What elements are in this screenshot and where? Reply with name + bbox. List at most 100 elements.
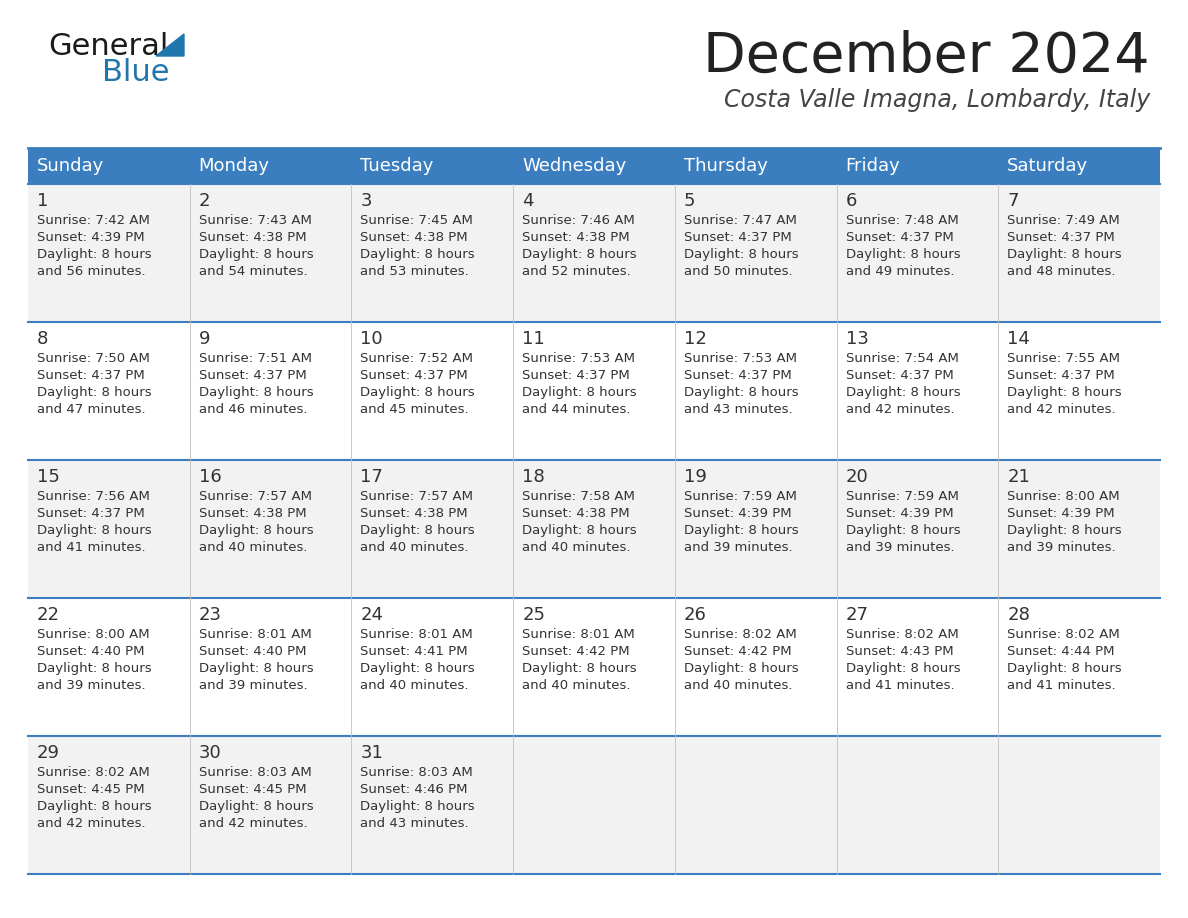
Text: Sunrise: 7:59 AM: Sunrise: 7:59 AM (684, 490, 797, 503)
Text: Sunrise: 8:02 AM: Sunrise: 8:02 AM (846, 628, 959, 641)
Text: 21: 21 (1007, 468, 1030, 486)
Text: 17: 17 (360, 468, 384, 486)
Text: Sunset: 4:38 PM: Sunset: 4:38 PM (523, 507, 630, 520)
Text: Sunrise: 8:01 AM: Sunrise: 8:01 AM (198, 628, 311, 641)
Text: Daylight: 8 hours: Daylight: 8 hours (360, 524, 475, 537)
Text: Sunset: 4:42 PM: Sunset: 4:42 PM (684, 645, 791, 658)
Text: Sunrise: 7:59 AM: Sunrise: 7:59 AM (846, 490, 959, 503)
Text: 11: 11 (523, 330, 545, 348)
Text: Tuesday: Tuesday (360, 157, 434, 175)
Text: and 42 minutes.: and 42 minutes. (846, 403, 954, 416)
Text: Sunrise: 7:42 AM: Sunrise: 7:42 AM (37, 214, 150, 227)
Text: 2: 2 (198, 192, 210, 210)
Text: Sunset: 4:37 PM: Sunset: 4:37 PM (37, 369, 145, 382)
Text: 29: 29 (37, 744, 61, 762)
Text: Sunrise: 8:02 AM: Sunrise: 8:02 AM (1007, 628, 1120, 641)
Text: and 42 minutes.: and 42 minutes. (1007, 403, 1116, 416)
Text: 13: 13 (846, 330, 868, 348)
Text: and 46 minutes.: and 46 minutes. (198, 403, 308, 416)
Bar (29, 736, 1159, 874)
Text: Sunset: 4:46 PM: Sunset: 4:46 PM (360, 783, 468, 796)
Text: Saturday: Saturday (1007, 157, 1088, 175)
Text: Sunset: 4:39 PM: Sunset: 4:39 PM (846, 507, 953, 520)
Text: 7: 7 (1007, 192, 1019, 210)
Text: Daylight: 8 hours: Daylight: 8 hours (360, 248, 475, 261)
Text: Daylight: 8 hours: Daylight: 8 hours (846, 524, 960, 537)
Text: Daylight: 8 hours: Daylight: 8 hours (360, 662, 475, 675)
Text: 26: 26 (684, 606, 707, 624)
Text: Costa Valle Imagna, Lombardy, Italy: Costa Valle Imagna, Lombardy, Italy (723, 88, 1150, 112)
Text: 28: 28 (1007, 606, 1030, 624)
Text: Daylight: 8 hours: Daylight: 8 hours (846, 662, 960, 675)
Text: Sunset: 4:38 PM: Sunset: 4:38 PM (198, 507, 307, 520)
Text: Daylight: 8 hours: Daylight: 8 hours (1007, 524, 1121, 537)
Text: and 42 minutes.: and 42 minutes. (37, 817, 146, 830)
Text: and 39 minutes.: and 39 minutes. (198, 679, 308, 692)
Text: Daylight: 8 hours: Daylight: 8 hours (360, 800, 475, 813)
Text: 31: 31 (360, 744, 384, 762)
Text: Sunrise: 8:01 AM: Sunrise: 8:01 AM (523, 628, 634, 641)
Text: General: General (48, 32, 169, 61)
Text: Sunrise: 7:57 AM: Sunrise: 7:57 AM (360, 490, 474, 503)
Text: 5: 5 (684, 192, 695, 210)
Text: Sunset: 4:39 PM: Sunset: 4:39 PM (684, 507, 791, 520)
Text: and 40 minutes.: and 40 minutes. (360, 541, 469, 554)
Text: Daylight: 8 hours: Daylight: 8 hours (198, 386, 314, 399)
Text: Daylight: 8 hours: Daylight: 8 hours (846, 248, 960, 261)
Text: Sunrise: 7:55 AM: Sunrise: 7:55 AM (1007, 352, 1120, 365)
Text: 19: 19 (684, 468, 707, 486)
Text: Daylight: 8 hours: Daylight: 8 hours (1007, 662, 1121, 675)
Text: Sunrise: 8:02 AM: Sunrise: 8:02 AM (37, 766, 150, 779)
Text: Daylight: 8 hours: Daylight: 8 hours (37, 248, 152, 261)
Text: Daylight: 8 hours: Daylight: 8 hours (523, 662, 637, 675)
Text: Sunset: 4:37 PM: Sunset: 4:37 PM (1007, 369, 1116, 382)
Text: 6: 6 (846, 192, 857, 210)
Text: Sunrise: 7:46 AM: Sunrise: 7:46 AM (523, 214, 634, 227)
Text: Sunday: Sunday (37, 157, 105, 175)
Text: Sunrise: 7:45 AM: Sunrise: 7:45 AM (360, 214, 473, 227)
Text: Sunset: 4:37 PM: Sunset: 4:37 PM (846, 369, 953, 382)
Text: Friday: Friday (846, 157, 901, 175)
Text: and 53 minutes.: and 53 minutes. (360, 265, 469, 278)
Bar (29, 460, 1159, 598)
Text: 15: 15 (37, 468, 59, 486)
Text: Daylight: 8 hours: Daylight: 8 hours (37, 800, 152, 813)
Text: Sunrise: 7:54 AM: Sunrise: 7:54 AM (846, 352, 959, 365)
Text: 14: 14 (1007, 330, 1030, 348)
Text: Sunset: 4:41 PM: Sunset: 4:41 PM (360, 645, 468, 658)
Text: Sunset: 4:37 PM: Sunset: 4:37 PM (846, 231, 953, 244)
Text: and 40 minutes.: and 40 minutes. (684, 679, 792, 692)
Text: Sunrise: 7:47 AM: Sunrise: 7:47 AM (684, 214, 797, 227)
Text: Sunrise: 7:56 AM: Sunrise: 7:56 AM (37, 490, 150, 503)
Text: 24: 24 (360, 606, 384, 624)
Text: 1: 1 (37, 192, 49, 210)
Text: and 40 minutes.: and 40 minutes. (360, 679, 469, 692)
Text: Sunset: 4:42 PM: Sunset: 4:42 PM (523, 645, 630, 658)
Text: and 39 minutes.: and 39 minutes. (37, 679, 146, 692)
Text: Sunset: 4:37 PM: Sunset: 4:37 PM (360, 369, 468, 382)
Text: Sunrise: 7:48 AM: Sunrise: 7:48 AM (846, 214, 959, 227)
Text: Daylight: 8 hours: Daylight: 8 hours (846, 386, 960, 399)
Text: 9: 9 (198, 330, 210, 348)
Text: 4: 4 (523, 192, 533, 210)
Text: 8: 8 (37, 330, 49, 348)
Bar (29, 322, 1159, 460)
Text: Daylight: 8 hours: Daylight: 8 hours (37, 386, 152, 399)
Text: Sunrise: 7:49 AM: Sunrise: 7:49 AM (1007, 214, 1120, 227)
Text: Sunrise: 7:43 AM: Sunrise: 7:43 AM (198, 214, 311, 227)
Text: Daylight: 8 hours: Daylight: 8 hours (1007, 386, 1121, 399)
Text: 30: 30 (198, 744, 221, 762)
Text: Sunrise: 8:03 AM: Sunrise: 8:03 AM (198, 766, 311, 779)
Text: Sunset: 4:39 PM: Sunset: 4:39 PM (1007, 507, 1114, 520)
Text: and 44 minutes.: and 44 minutes. (523, 403, 631, 416)
Text: and 56 minutes.: and 56 minutes. (37, 265, 146, 278)
Text: Sunset: 4:44 PM: Sunset: 4:44 PM (1007, 645, 1114, 658)
Text: Daylight: 8 hours: Daylight: 8 hours (684, 248, 798, 261)
Polygon shape (156, 34, 184, 56)
Text: and 40 minutes.: and 40 minutes. (523, 679, 631, 692)
Text: Sunset: 4:40 PM: Sunset: 4:40 PM (37, 645, 145, 658)
Text: Sunset: 4:37 PM: Sunset: 4:37 PM (684, 369, 791, 382)
Text: Monday: Monday (198, 157, 270, 175)
Text: Daylight: 8 hours: Daylight: 8 hours (684, 662, 798, 675)
Text: Sunrise: 8:00 AM: Sunrise: 8:00 AM (37, 628, 150, 641)
